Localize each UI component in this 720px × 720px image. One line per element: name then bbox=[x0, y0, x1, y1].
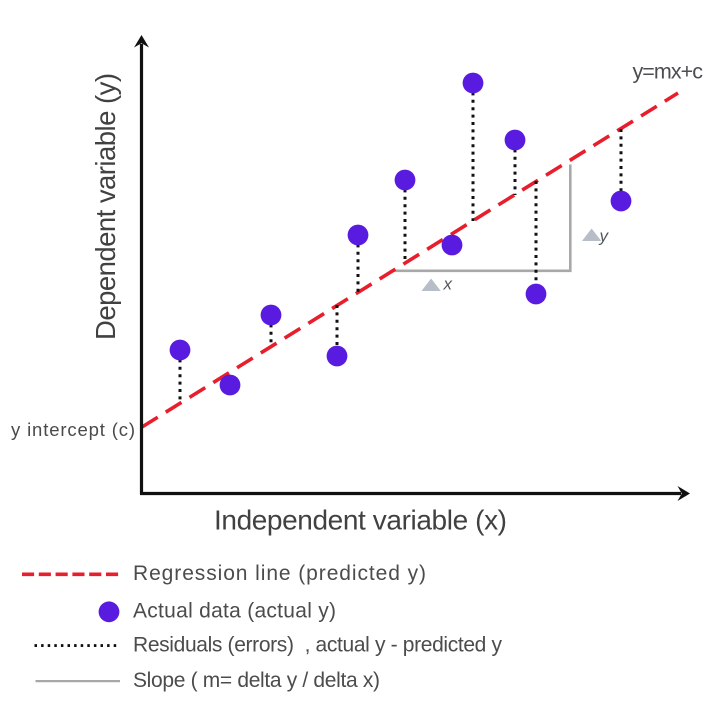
svg-text:Residuals (errors) , actual y: Residuals (errors) , actual y - predicte… bbox=[133, 634, 503, 657]
svg-text:Regression line (predicted y): Regression line (predicted y) bbox=[133, 562, 426, 585]
svg-text:y=mx+c: y=mx+c bbox=[633, 60, 704, 84]
svg-text:y: y bbox=[599, 227, 610, 246]
svg-text:y intercept (c): y intercept (c) bbox=[11, 419, 135, 440]
svg-text:Actual data (actual y): Actual data (actual y) bbox=[133, 600, 336, 623]
svg-text:Independent variable (x): Independent variable (x) bbox=[214, 505, 507, 536]
svg-text:Slope ( m= delta y / delta x): Slope ( m= delta y / delta x) bbox=[133, 669, 380, 692]
svg-text:Dependent variable (y): Dependent variable (y) bbox=[90, 73, 121, 340]
svg-text:x: x bbox=[443, 275, 453, 294]
